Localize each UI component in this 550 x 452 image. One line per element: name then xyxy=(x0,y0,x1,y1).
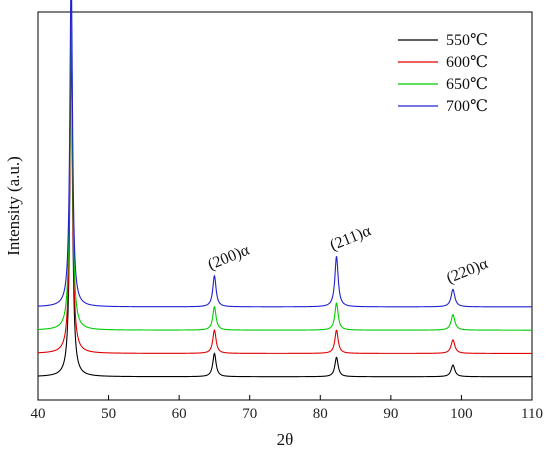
peak-label-2: (200)α xyxy=(206,241,253,273)
x-tick-label: 100 xyxy=(450,406,473,422)
x-tick-label: 70 xyxy=(242,406,257,422)
series-line-3 xyxy=(37,6,532,331)
x-tick-label: 50 xyxy=(101,406,116,422)
plot-frame xyxy=(37,11,533,401)
x-tick-label: 60 xyxy=(172,406,187,422)
peak-annotations: (110)α(200)α(211)α(220)α xyxy=(206,222,491,287)
series-line-4 xyxy=(37,0,532,308)
series-layer xyxy=(37,0,532,378)
x-tick-label: 40 xyxy=(31,406,46,422)
series-line-1 xyxy=(37,45,532,378)
x-tick-label: 110 xyxy=(521,406,543,422)
series-line-2 xyxy=(37,29,532,354)
x-axis-ticks: 40 50 60 70 80 90 100 110 xyxy=(31,395,543,422)
peak-label-3: (211)α xyxy=(328,222,374,254)
legend-label-3: 650℃ xyxy=(446,76,488,93)
legend-label-1: 550℃ xyxy=(446,32,488,49)
legend-label-2: 600℃ xyxy=(446,54,488,71)
y-axis-title: Intensity (a.u.) xyxy=(4,156,23,256)
legend-label-4: 700℃ xyxy=(446,98,488,115)
x-axis-title: 2θ xyxy=(277,430,294,449)
x-tick-label: 90 xyxy=(383,406,398,422)
peak-label-4: (220)α xyxy=(444,255,491,287)
legend: 550℃ 600℃ 650℃ 700℃ xyxy=(398,32,488,115)
x-tick-label: 80 xyxy=(313,406,328,422)
